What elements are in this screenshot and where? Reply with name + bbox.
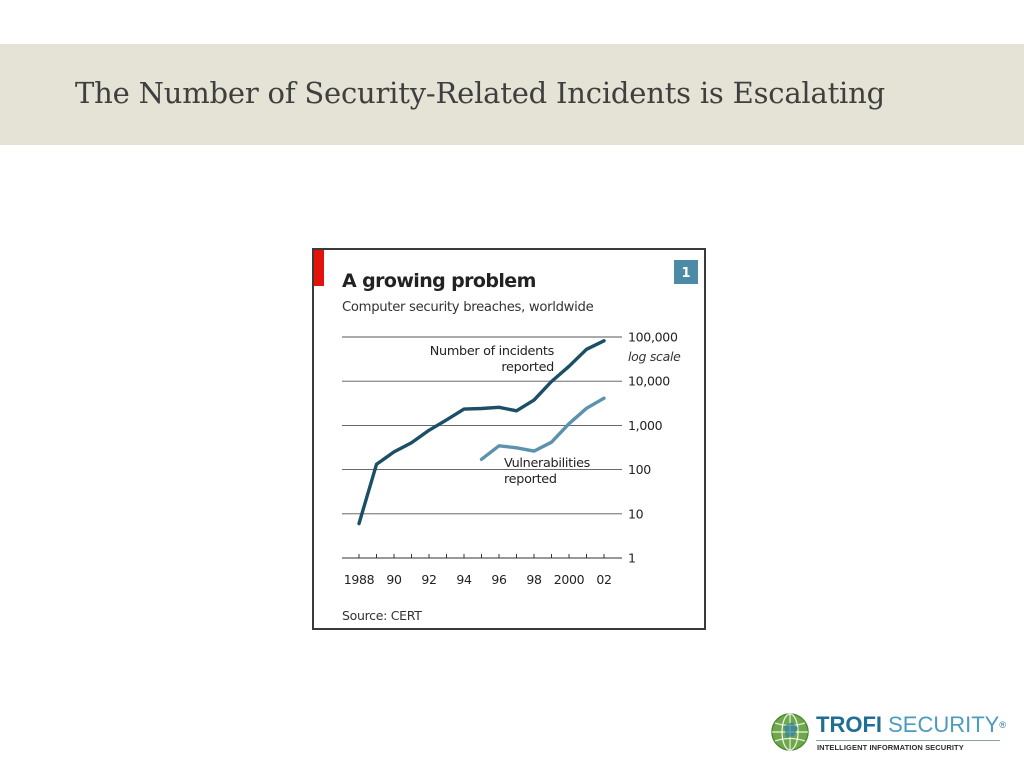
x-tick-label: 90 xyxy=(386,572,402,587)
logo-brand: TROFI xyxy=(816,712,882,737)
x-axis xyxy=(358,554,605,558)
company-logo: TROFI SECURITY® INTELLIGENT INFORMATION … xyxy=(770,712,1020,756)
logo-rule xyxy=(816,740,1000,741)
y-tick-label: 1 xyxy=(628,551,636,566)
series-line-1 xyxy=(479,396,606,461)
slide-title: The Number of Security-Related Incidents… xyxy=(75,76,885,110)
tick-labels: 100,000 10,000 1,000 100 10 1 1988 90 92 94 96 98 20… xyxy=(344,330,679,588)
y-tick-label: 100,000 xyxy=(628,330,678,345)
x-tick-label: 1988 xyxy=(344,572,375,587)
chart-badge xyxy=(674,260,698,284)
x-tick-label: 2000 xyxy=(554,572,585,587)
series-label-1: Vulnerabilities xyxy=(504,456,591,471)
y-tick-label: 1,000 xyxy=(628,418,663,433)
logo-wordmark: TROFI SECURITY® xyxy=(816,712,1006,738)
series-line-0 xyxy=(357,339,606,526)
series-lines xyxy=(357,339,606,526)
logo-registered-mark: ® xyxy=(999,720,1006,730)
x-tick-label: 92 xyxy=(421,572,436,587)
x-tick-label: 94 xyxy=(456,572,472,587)
series-label-0: Number of incidents xyxy=(430,344,555,359)
red-accent-bar xyxy=(314,250,324,286)
chart-source: Source: CERT xyxy=(342,608,422,623)
chart-subtitle: Computer security breaches, worldwide xyxy=(342,300,594,315)
series-label-1: reported xyxy=(504,472,557,487)
log-scale-label: log scale xyxy=(628,349,681,364)
chart: 1 A growing problem Computer security br… xyxy=(314,250,698,623)
x-tick-label: 02 xyxy=(596,572,611,587)
y-tick-label: 10,000 xyxy=(628,374,670,389)
chart-title: A growing problem xyxy=(342,270,536,292)
y-tick-label: 10 xyxy=(628,506,644,521)
series-label-0: reported xyxy=(501,360,554,375)
globe-icon xyxy=(771,713,809,751)
logo-word: SECURITY xyxy=(882,712,1000,737)
header-band xyxy=(0,44,1024,145)
chart-frame: 1 A growing problem Computer security br… xyxy=(312,248,706,630)
x-tick-label: 96 xyxy=(491,572,507,587)
grid xyxy=(342,336,622,559)
logo-tagline: INTELLIGENT INFORMATION SECURITY xyxy=(817,743,964,752)
x-tick-label: 98 xyxy=(526,572,542,587)
y-tick-label: 100 xyxy=(628,462,651,477)
chart-badge-label: 1 xyxy=(681,266,690,281)
